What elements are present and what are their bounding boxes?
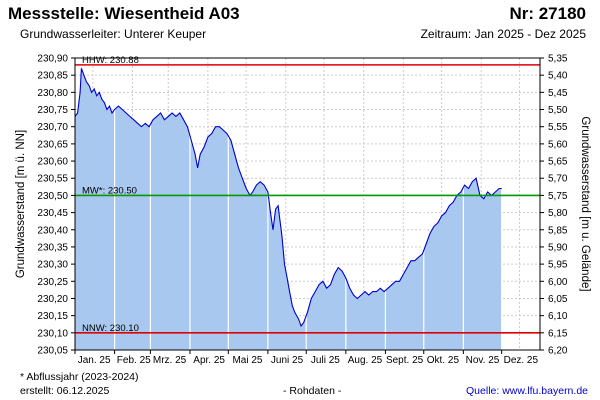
y2-tick-label: 5,85 bbox=[548, 225, 568, 236]
x-tick-label: Mai 25 bbox=[232, 355, 262, 366]
y2-axis-label: Grundwasserstand [m u. Gelände] bbox=[579, 116, 591, 291]
y-tick-label: 230,20 bbox=[37, 294, 68, 305]
y-tick-label: 230,65 bbox=[37, 139, 68, 150]
y-tick-label: 230,30 bbox=[37, 260, 68, 271]
y-tick-label: 230,40 bbox=[37, 225, 68, 236]
y2-tick-label: 6,00 bbox=[548, 277, 568, 288]
x-tick-label: Nov. 25 bbox=[466, 355, 500, 366]
y2-tick-label: 5,90 bbox=[548, 242, 568, 253]
y-tick-label: 230,25 bbox=[37, 277, 68, 288]
y2-tick-label: 5,65 bbox=[548, 157, 568, 168]
page-title: Messstelle: Wiesentheid A03 bbox=[8, 4, 240, 23]
reference-label: HHW: 230.88 bbox=[82, 55, 139, 66]
reference-label: MW*: 230.50 bbox=[82, 185, 137, 196]
y-tick-label: 230,75 bbox=[37, 105, 68, 116]
y-tick-label: 230,55 bbox=[37, 174, 68, 185]
x-tick-label: Apr. 25 bbox=[193, 355, 225, 366]
x-tick-label: Jan. 25 bbox=[78, 355, 111, 366]
x-tick-label: Aug. 25 bbox=[348, 355, 383, 366]
x-tick-label: Dez. 25 bbox=[504, 355, 539, 366]
y-tick-label: 230,35 bbox=[37, 242, 68, 253]
x-tick-label: Sept. 25 bbox=[386, 355, 424, 366]
y-axis-label: Grundwasserstand [m ü. NN] bbox=[15, 130, 27, 278]
y-tick-label: 230,70 bbox=[37, 122, 68, 133]
y2-tick-label: 5,50 bbox=[548, 105, 568, 116]
x-tick-label: Feb. 25 bbox=[117, 355, 151, 366]
created-date: erstellt: 06.12.2025 bbox=[20, 385, 110, 397]
x-tick-label: Juli 25 bbox=[311, 355, 340, 366]
period-label: Zeitraum: Jan 2025 - Dez 2025 bbox=[420, 27, 586, 41]
level-area bbox=[75, 68, 502, 351]
y-tick-label: 230,45 bbox=[37, 208, 68, 219]
y2-tick-label: 5,70 bbox=[548, 174, 568, 185]
y2-tick-label: 6,10 bbox=[548, 311, 568, 322]
x-tick-label: Juni 25 bbox=[271, 355, 304, 366]
x-tick-label: Okt. 25 bbox=[427, 355, 460, 366]
source-link[interactable]: Quelle: www.lfu.bayern.de bbox=[466, 385, 588, 397]
y2-tick-label: 6,05 bbox=[548, 294, 568, 305]
y2-tick-label: 6,15 bbox=[548, 328, 568, 339]
footnote: * Abflussjahr (2023-2024) bbox=[20, 371, 139, 383]
y2-tick-label: 5,60 bbox=[548, 139, 568, 150]
y2-tick-label: 6,20 bbox=[548, 346, 568, 357]
y2-tick-label: 5,95 bbox=[548, 260, 568, 271]
station-number: Nr: 27180 bbox=[509, 4, 586, 23]
data-type-label: - Rohdaten - bbox=[283, 385, 342, 397]
y-tick-label: 230,80 bbox=[37, 88, 68, 99]
y2-tick-label: 5,80 bbox=[548, 208, 568, 219]
aquifer-label: Grundwasserleiter: Unterer Keuper bbox=[20, 27, 207, 41]
y-tick-label: 230,10 bbox=[37, 328, 68, 339]
y2-tick-label: 5,75 bbox=[548, 191, 568, 202]
y-tick-label: 230,90 bbox=[37, 54, 68, 65]
y2-tick-label: 5,45 bbox=[548, 88, 568, 99]
y-tick-label: 230,05 bbox=[37, 346, 68, 357]
y2-tick-label: 5,55 bbox=[548, 122, 568, 133]
plot-frame bbox=[74, 57, 541, 351]
y-tick-label: 230,15 bbox=[37, 311, 68, 322]
y2-tick-label: 5,40 bbox=[548, 71, 568, 82]
level-line bbox=[74, 68, 502, 328]
y2-tick-label: 5,35 bbox=[548, 54, 568, 65]
y-tick-label: 230,50 bbox=[37, 191, 68, 202]
reference-label: NNW: 230.10 bbox=[82, 323, 139, 334]
y-tick-label: 230,60 bbox=[37, 157, 68, 168]
x-tick-label: Mrz. 25 bbox=[153, 355, 187, 366]
y-tick-label: 230,85 bbox=[37, 71, 68, 82]
